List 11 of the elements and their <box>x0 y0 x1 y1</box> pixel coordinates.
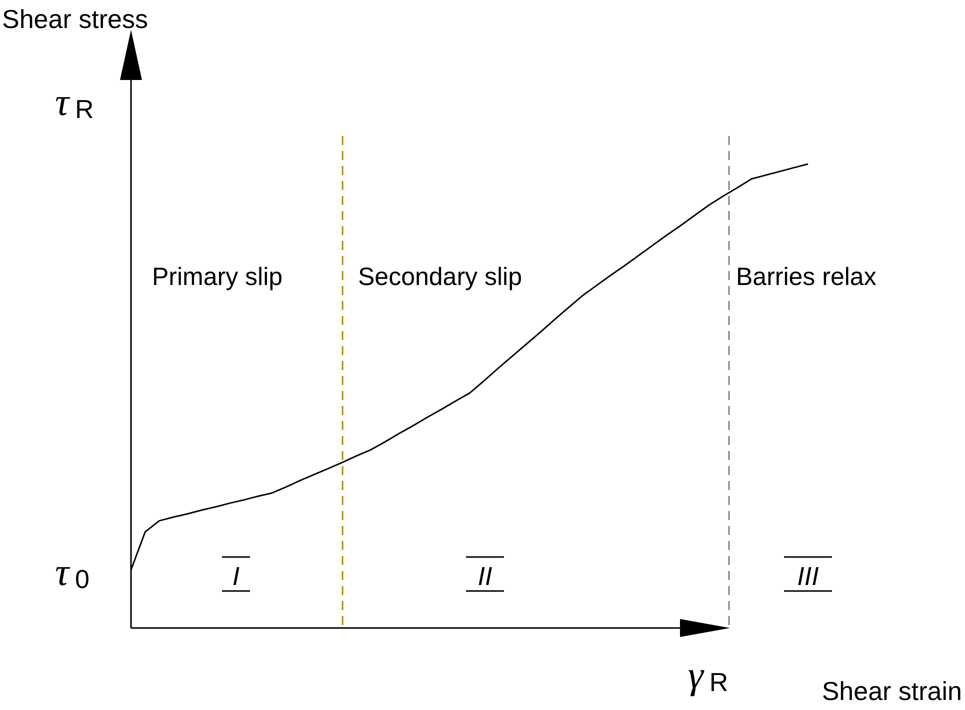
annotation: Secondary slip <box>358 263 522 291</box>
annotation: Barries relax <box>736 263 877 291</box>
text: τ$_{0}$ <box>55 551 90 594</box>
annotation: Primary slip <box>152 263 283 291</box>
annotation: I <box>232 561 240 591</box>
y-axis-title: Shear stress <box>2 4 148 34</box>
text: γ$_{R}$ <box>688 654 728 697</box>
text: τ$_{R}$ <box>55 81 94 124</box>
annotation: III <box>797 561 819 591</box>
annotation: II <box>478 561 492 591</box>
x-axis-title: Shear strain <box>822 676 962 706</box>
